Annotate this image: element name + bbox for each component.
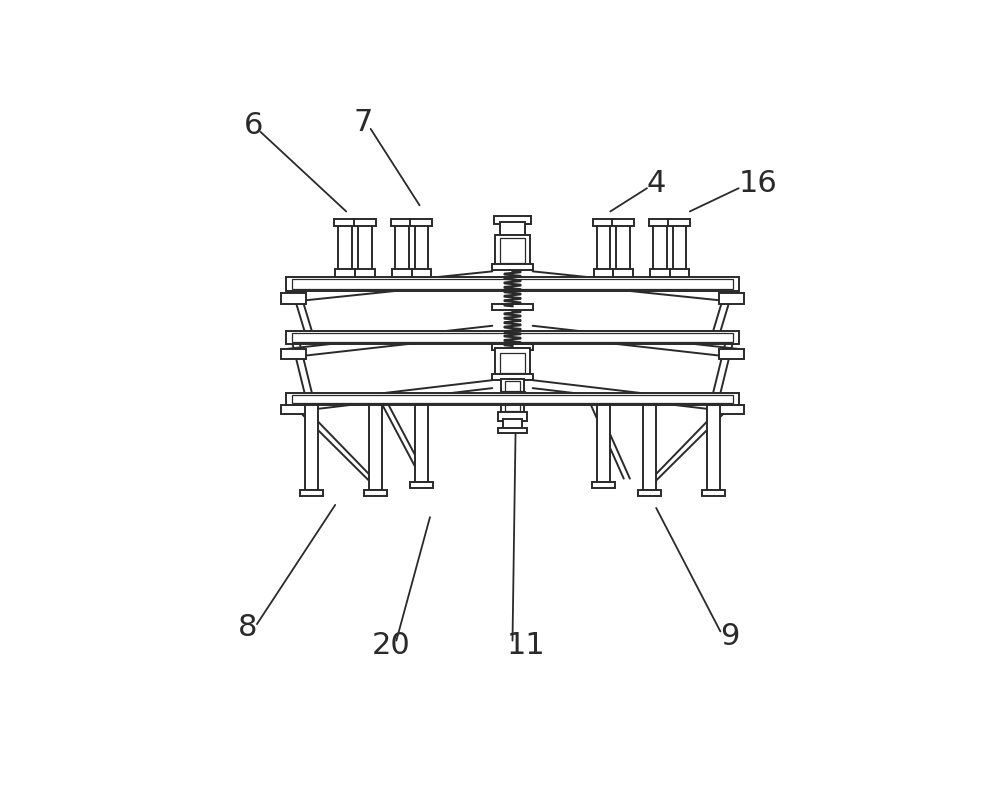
Bar	[653, 222, 667, 277]
Bar	[498, 428, 527, 433]
Bar	[354, 219, 376, 225]
Bar	[334, 219, 356, 225]
Bar	[500, 391, 525, 396]
Text: 7: 7	[354, 108, 373, 137]
Bar	[364, 490, 387, 496]
Bar	[668, 219, 690, 225]
Bar	[638, 490, 661, 496]
Bar	[503, 419, 522, 429]
Bar	[492, 374, 533, 380]
Bar	[673, 222, 686, 277]
Bar	[492, 304, 533, 310]
Bar	[498, 412, 527, 421]
Bar	[594, 269, 613, 277]
Bar	[281, 293, 306, 304]
Bar	[597, 222, 610, 277]
Bar	[369, 405, 382, 490]
Bar	[719, 293, 744, 304]
Bar	[719, 349, 744, 359]
Bar	[500, 222, 525, 236]
Bar	[391, 219, 413, 225]
Text: 9: 9	[720, 622, 740, 651]
Bar	[702, 490, 725, 496]
Bar	[410, 482, 433, 488]
Bar	[505, 381, 520, 410]
Bar	[281, 405, 306, 414]
Text: 8: 8	[237, 613, 257, 642]
Bar	[286, 277, 739, 291]
Bar	[335, 269, 355, 277]
Bar	[612, 219, 634, 225]
Text: 11: 11	[506, 631, 545, 660]
Bar	[670, 269, 689, 277]
Bar	[719, 405, 744, 414]
Text: 20: 20	[372, 631, 411, 660]
Bar	[410, 219, 432, 225]
Bar	[412, 269, 431, 277]
Bar	[592, 482, 615, 488]
Bar	[286, 393, 739, 405]
Bar	[492, 264, 533, 270]
Text: 6: 6	[243, 111, 263, 141]
Bar	[500, 353, 525, 373]
Bar	[649, 219, 671, 225]
Bar	[300, 490, 323, 496]
Bar	[495, 349, 530, 376]
Bar	[305, 405, 318, 490]
Bar	[650, 269, 670, 277]
Bar	[338, 222, 352, 277]
Text: 16: 16	[739, 169, 777, 198]
Bar	[281, 349, 306, 359]
Bar	[494, 216, 531, 224]
Bar	[286, 331, 739, 344]
Bar	[392, 269, 412, 277]
Bar	[395, 222, 409, 277]
Bar	[292, 333, 733, 341]
Bar	[501, 379, 524, 413]
Text: 4: 4	[647, 169, 666, 198]
Bar	[613, 269, 633, 277]
Bar	[415, 405, 428, 482]
Bar	[707, 405, 720, 490]
Bar	[292, 279, 733, 289]
Bar	[355, 269, 375, 277]
Bar	[358, 222, 372, 277]
Bar	[616, 222, 630, 277]
Bar	[593, 219, 615, 225]
Bar	[495, 235, 530, 267]
Bar	[415, 222, 428, 277]
Bar	[500, 238, 525, 263]
Bar	[597, 405, 610, 482]
Bar	[492, 344, 533, 349]
Bar	[643, 405, 656, 490]
Bar	[292, 395, 733, 403]
